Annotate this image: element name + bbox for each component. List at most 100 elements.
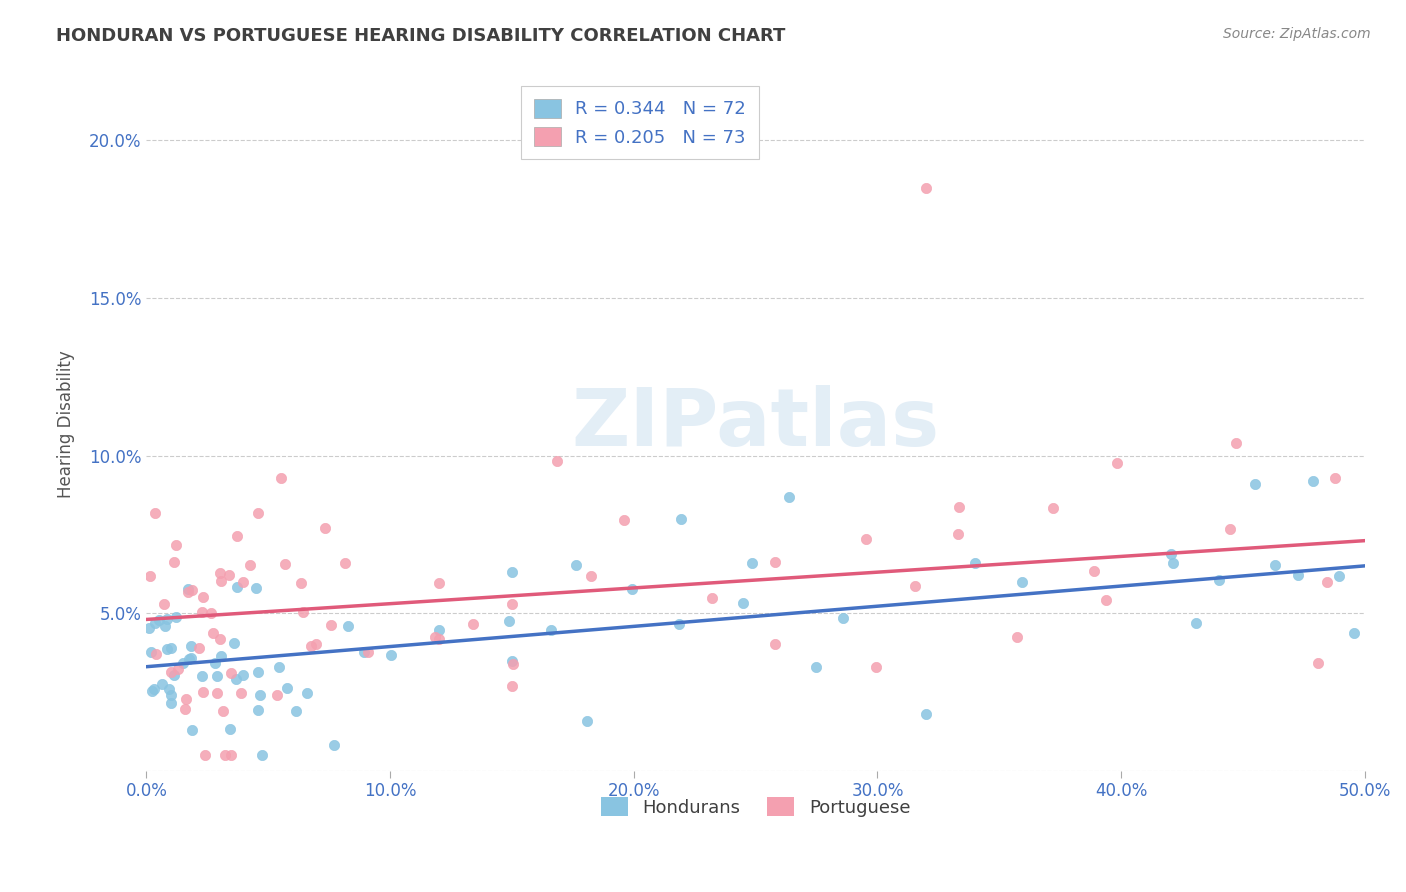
- Point: [229, 686, 252, 700]
- Point: [245, 581, 267, 595]
- Point: [177, 652, 200, 666]
- Point: [218, 568, 240, 582]
- Point: [671, 512, 693, 526]
- Point: [501, 655, 523, 669]
- Legend: Hondurans, Portuguese: Hondurans, Portuguese: [593, 790, 918, 824]
- Point: [613, 513, 636, 527]
- Point: [153, 619, 176, 633]
- Point: [165, 610, 187, 624]
- Point: [205, 686, 228, 700]
- Point: [226, 580, 249, 594]
- Point: [194, 747, 217, 762]
- Point: [576, 714, 599, 728]
- Point: [546, 453, 568, 467]
- Point: [167, 661, 190, 675]
- Point: [274, 557, 297, 571]
- Point: [225, 529, 247, 543]
- Point: [209, 649, 232, 664]
- Point: [156, 612, 179, 626]
- Point: [733, 596, 755, 610]
- Point: [427, 623, 450, 637]
- Point: [564, 558, 586, 572]
- Point: [191, 605, 214, 619]
- Point: [865, 660, 887, 674]
- Point: [247, 703, 270, 717]
- Point: [357, 644, 380, 658]
- Point: [427, 632, 450, 646]
- Point: [138, 621, 160, 635]
- Point: [177, 582, 200, 597]
- Point: [172, 657, 194, 671]
- Point: [191, 669, 214, 683]
- Point: [322, 738, 344, 752]
- Point: [225, 672, 247, 686]
- Point: [247, 506, 270, 520]
- Point: [159, 665, 181, 679]
- Point: [904, 579, 927, 593]
- Point: [702, 591, 724, 605]
- Point: [145, 648, 167, 662]
- Point: [1286, 568, 1309, 582]
- Point: [232, 574, 254, 589]
- Text: ZIPatlas: ZIPatlas: [571, 385, 939, 463]
- Point: [163, 556, 186, 570]
- Point: [193, 685, 215, 699]
- Point: [502, 657, 524, 671]
- Point: [1264, 558, 1286, 572]
- Point: [778, 490, 800, 504]
- Point: [181, 723, 204, 737]
- Point: [232, 668, 254, 682]
- Point: [153, 597, 176, 611]
- Point: [180, 639, 202, 653]
- Point: [266, 689, 288, 703]
- Point: [1327, 568, 1350, 582]
- Point: [160, 688, 183, 702]
- Point: [292, 606, 315, 620]
- Point: [1306, 657, 1329, 671]
- Point: [267, 660, 290, 674]
- Point: [191, 590, 214, 604]
- Point: [1185, 615, 1208, 630]
- Point: [1094, 593, 1116, 607]
- Point: [380, 648, 402, 663]
- Point: [314, 521, 336, 535]
- Point: [1302, 474, 1324, 488]
- Point: [1042, 501, 1064, 516]
- Point: [202, 626, 225, 640]
- Point: [188, 641, 211, 656]
- Point: [141, 683, 163, 698]
- Point: [270, 471, 292, 485]
- Point: [208, 566, 231, 580]
- Point: [946, 526, 969, 541]
- Point: [138, 568, 160, 582]
- Point: [423, 630, 446, 644]
- Point: [246, 665, 269, 679]
- Point: [1316, 575, 1339, 590]
- Point: [1225, 436, 1247, 450]
- Point: [304, 637, 326, 651]
- Point: [855, 532, 877, 546]
- Point: [162, 668, 184, 682]
- Point: [276, 681, 298, 696]
- Point: [832, 611, 855, 625]
- Point: [319, 618, 342, 632]
- Point: [540, 624, 562, 638]
- Point: [285, 704, 308, 718]
- Point: [160, 640, 183, 655]
- Point: [219, 747, 242, 762]
- Point: [142, 681, 165, 696]
- Point: [1011, 575, 1033, 590]
- Point: [177, 585, 200, 599]
- Point: [336, 619, 359, 633]
- Point: [498, 614, 520, 628]
- Point: [461, 617, 484, 632]
- Point: [1343, 626, 1365, 640]
- Point: [239, 558, 262, 572]
- Point: [224, 635, 246, 649]
- Point: [427, 575, 450, 590]
- Point: [1244, 477, 1267, 491]
- Point: [353, 645, 375, 659]
- Point: [668, 616, 690, 631]
- Point: [1160, 547, 1182, 561]
- Point: [1083, 564, 1105, 578]
